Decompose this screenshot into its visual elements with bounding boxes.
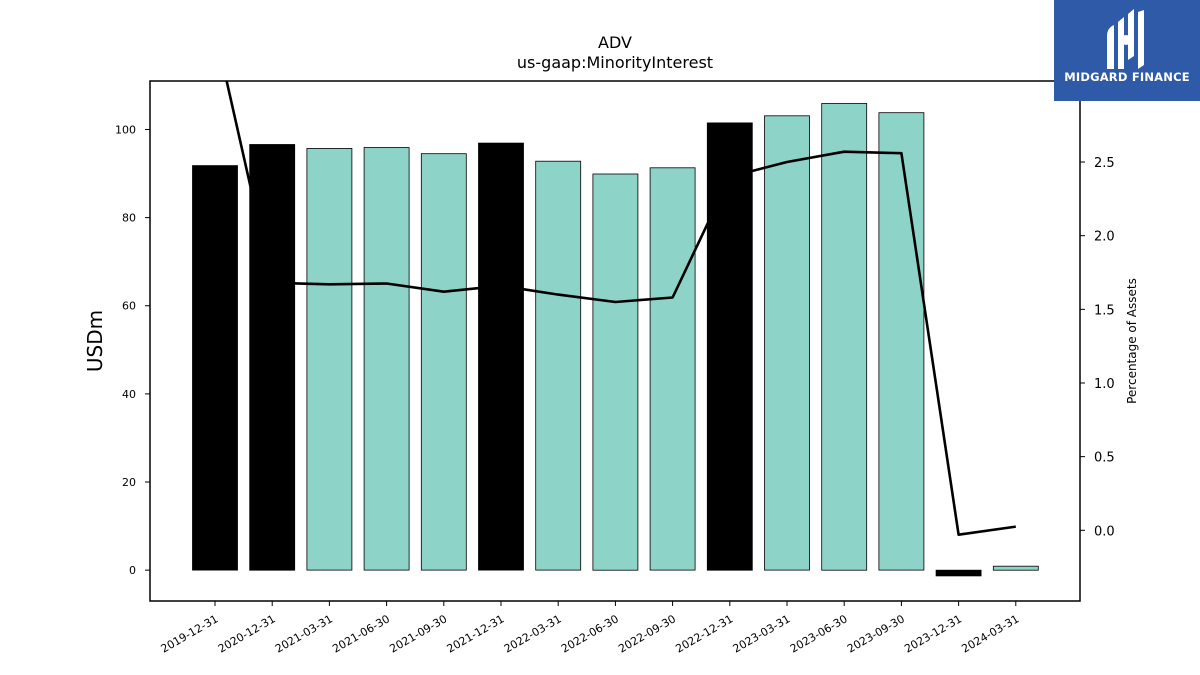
y-tick-label: 60 — [122, 300, 136, 313]
x-tick-label: 2021-09-30 — [387, 612, 449, 655]
bar-2022-09-30 — [649, 167, 696, 571]
y2-tick-label: 2.0 — [1094, 230, 1115, 245]
bar-2021-03-31 — [306, 147, 353, 571]
bar-2021-09-30 — [420, 153, 467, 571]
brand-logo: MIDGARD FINANCE — [1054, 0, 1200, 101]
y2-tick-label: 1.0 — [1094, 377, 1115, 392]
x-tick-label: 2023-09-30 — [845, 612, 907, 655]
x-tick-label: 2019-12-31 — [159, 612, 221, 655]
line-layer — [225, 81, 1016, 537]
x-tick-label: 2021-03-31 — [273, 612, 335, 655]
bars-layer — [192, 103, 1039, 577]
bar-2024-03-31 — [992, 565, 1039, 571]
x-tick-label: 2024-03-31 — [959, 612, 1021, 655]
bar-2019-12-31 — [192, 165, 238, 571]
bar-2023-03-31 — [764, 115, 810, 571]
bar-2022-03-31 — [535, 160, 582, 571]
y-tick-label: 80 — [122, 212, 136, 225]
chart-title: ADV — [598, 33, 632, 52]
y-tick-label: 40 — [122, 388, 136, 401]
x-tick-label: 2022-12-31 — [673, 612, 735, 655]
bar-2023-09-30 — [878, 112, 925, 571]
x-tick-label: 2022-03-31 — [502, 612, 564, 655]
bar-2021-06-30 — [363, 147, 410, 571]
midgard-logo-icon — [1107, 9, 1144, 69]
x-tick-label: 2021-06-30 — [330, 612, 392, 655]
bar-2022-06-30 — [592, 173, 639, 571]
bar-2023-12-31 — [935, 569, 982, 577]
y-tick-label: 20 — [122, 476, 136, 489]
y2-tick-label: 2.5 — [1094, 156, 1115, 171]
x-tick-label: 2020-12-31 — [216, 612, 278, 655]
y-axis-label: USDm — [83, 310, 107, 372]
x-tick-label: 2022-06-30 — [559, 612, 621, 655]
y-tick-label: 100 — [115, 123, 136, 136]
brand-name: MIDGARD FINANCE — [1064, 70, 1190, 84]
y2-tick-label: 1.5 — [1094, 303, 1115, 318]
x-tick-label: 2022-09-30 — [616, 612, 678, 655]
x-tick-label: 2021-12-31 — [445, 612, 507, 655]
chart-subtitle: us-gaap:MinorityInterest — [517, 53, 713, 72]
x-tick-label: 2023-12-31 — [902, 612, 964, 655]
bar-2021-12-31 — [478, 142, 524, 571]
bar-2022-12-31 — [706, 122, 753, 571]
y2-tick-label: 0.5 — [1094, 451, 1115, 466]
y-tick-label: 0 — [129, 564, 136, 577]
x-tick-label: 2023-06-30 — [788, 612, 850, 655]
y2-tick-label: 0.0 — [1094, 524, 1115, 539]
bar-2023-06-30 — [821, 103, 868, 571]
x-tick-label: 2023-03-31 — [731, 612, 793, 655]
line-percentage-of-assets — [225, 81, 1016, 537]
y2-axis-label: Percentage of Assets — [1125, 278, 1139, 404]
